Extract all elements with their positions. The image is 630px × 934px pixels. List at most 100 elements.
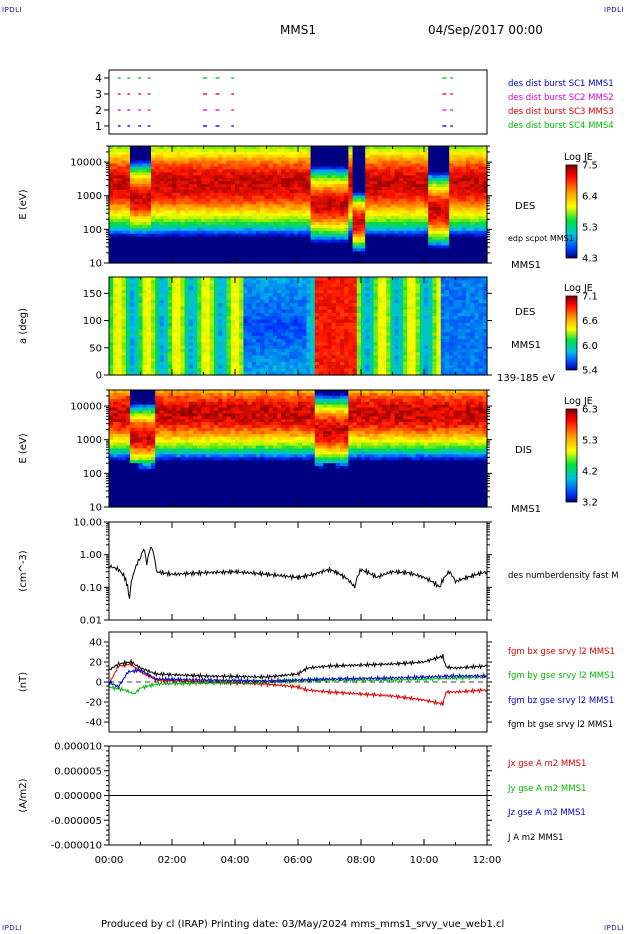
heat-cell <box>197 342 202 347</box>
heat-cell <box>138 335 144 340</box>
heat-cell <box>310 239 316 244</box>
heat-cell <box>142 361 148 366</box>
heat-cell <box>461 169 467 173</box>
heat-cell <box>440 248 446 252</box>
heat-cell <box>146 230 152 235</box>
heat-cell <box>197 146 202 150</box>
heat-cell <box>188 319 194 324</box>
heat-cell <box>176 151 181 156</box>
heat-cell <box>335 227 341 232</box>
heat-cell <box>239 160 244 165</box>
heat-cell <box>113 207 118 211</box>
heat-cell <box>478 184 484 188</box>
heat-cell <box>197 166 202 170</box>
heat-cell <box>205 181 211 185</box>
heat-cell <box>146 368 152 373</box>
heat-cell <box>277 210 282 214</box>
heat-cell <box>201 192 207 197</box>
heat-cell <box>260 361 265 366</box>
heat-cell <box>222 181 228 185</box>
heat-cell <box>243 163 249 168</box>
heat-cell <box>239 342 244 347</box>
heat-cell <box>243 254 249 258</box>
heat-cell <box>272 303 278 307</box>
heat-cell <box>222 342 228 347</box>
heat-cell <box>167 290 173 294</box>
heat-cell <box>306 227 312 232</box>
heat-cell <box>361 178 366 182</box>
heat-cell <box>474 172 480 176</box>
heat-cell <box>235 184 240 188</box>
heat-cell <box>201 257 207 261</box>
heat-cell <box>121 299 127 304</box>
heat-cell <box>218 316 223 321</box>
heat-cell <box>260 184 265 188</box>
heat-cell <box>235 230 240 235</box>
heat-cell <box>352 160 358 165</box>
heat-cell <box>268 186 274 191</box>
heat-cell <box>146 306 152 311</box>
heat-cell <box>239 224 244 229</box>
heat-cell <box>403 230 408 235</box>
heat-cell <box>155 361 160 366</box>
heat-cell <box>197 239 202 244</box>
heat-cell <box>230 365 236 370</box>
heat-cell <box>302 296 307 301</box>
heat-cell <box>285 186 291 191</box>
heat-cell <box>382 219 387 223</box>
heat-cell <box>138 355 144 360</box>
heat-cell <box>445 213 450 217</box>
heat-cell <box>134 242 139 247</box>
heat-cell <box>466 219 471 223</box>
heat-cell <box>188 227 194 232</box>
heat-cell <box>188 260 194 264</box>
heat-cell <box>214 219 219 223</box>
heat-cell <box>478 233 484 238</box>
heat-cell <box>159 236 165 241</box>
heat-cell <box>474 254 480 258</box>
heat-cell <box>373 248 379 252</box>
heat-cell <box>247 184 253 188</box>
heat-cell <box>142 329 148 334</box>
heat-cell <box>235 332 240 337</box>
heat-cell <box>306 195 312 200</box>
heat-cell <box>201 169 207 173</box>
heat-cell <box>151 355 156 360</box>
heat-cell <box>272 293 278 298</box>
heat-cell <box>235 172 240 176</box>
heat-cell <box>302 245 307 249</box>
heat-cell <box>411 230 417 235</box>
heat-cell <box>377 260 383 264</box>
heat-cell <box>382 233 387 238</box>
heat-cell <box>197 178 202 182</box>
heat-cell <box>138 345 144 350</box>
heat-cell <box>138 342 144 347</box>
heat-cell <box>323 242 328 247</box>
heat-cell <box>293 277 299 281</box>
heat-cell <box>461 160 467 165</box>
heat-cell <box>302 293 307 298</box>
heat-cell <box>167 222 173 226</box>
heat-cell <box>188 339 194 343</box>
heat-cell <box>449 204 454 209</box>
heat-cell <box>180 184 186 188</box>
heat-cell <box>419 184 425 188</box>
heat-cell <box>226 163 232 168</box>
heat-cell <box>138 332 144 337</box>
heat-cell <box>466 186 471 191</box>
heat-cell <box>272 222 278 226</box>
heat-cell <box>352 204 358 209</box>
heat-cell <box>134 280 139 285</box>
heat-cell <box>138 204 144 209</box>
heat-cell <box>356 210 362 214</box>
heat-cell <box>285 306 291 311</box>
heat-cell <box>125 335 131 340</box>
heat-cell <box>264 368 270 373</box>
heat-cell <box>310 227 316 232</box>
heat-cell <box>163 329 169 334</box>
heat-cell <box>214 239 219 244</box>
heat-cell <box>247 219 253 223</box>
heat-cell <box>365 204 370 209</box>
heat-cell <box>239 335 244 340</box>
heat-cell <box>188 277 194 281</box>
